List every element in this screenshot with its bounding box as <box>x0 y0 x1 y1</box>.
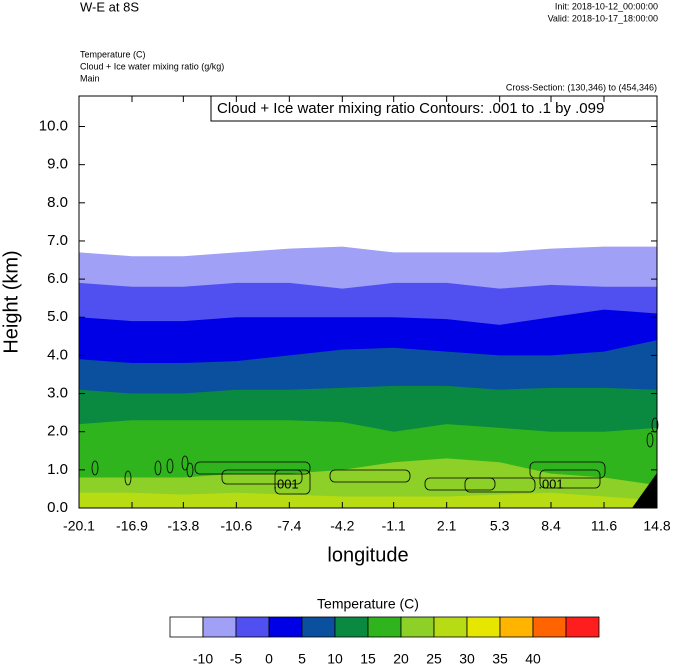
colorbar-box <box>202 616 237 638</box>
x-tick-label: -13.8 <box>167 518 199 534</box>
colorbar-box <box>268 616 303 638</box>
init-time: Init: 2018-10-12_00:00:00 <box>555 1 658 11</box>
plot-frame <box>78 95 658 509</box>
cloud-contour <box>194 461 311 475</box>
colorbar-box <box>565 616 600 638</box>
colorbar-label: -5 <box>230 651 243 667</box>
contour-label: .001 <box>538 477 563 492</box>
colorbar-label: 25 <box>426 651 442 667</box>
x-tick-label: -10.6 <box>220 518 252 534</box>
cloud-contour <box>124 470 132 486</box>
colorbar-label: 5 <box>298 651 306 667</box>
contour-info-box <box>210 95 658 122</box>
cloud-contour <box>181 455 189 471</box>
cloud-contour <box>91 460 99 476</box>
colorbar-label: 20 <box>393 651 409 667</box>
colorbar-label: -10 <box>193 651 213 667</box>
field-label: Temperature (C) <box>80 49 146 59</box>
colorbar-box <box>301 616 336 638</box>
colorbar-label: 15 <box>360 651 376 667</box>
colorbar-label: 35 <box>492 651 508 667</box>
colorbar-box <box>433 616 468 638</box>
cross-section: Cross-Section: (130,346) to (454,346) <box>506 82 657 92</box>
x-tick-label: 5.3 <box>490 518 510 534</box>
colorbar-box <box>169 616 204 638</box>
x-axis-label: longitude <box>327 544 408 566</box>
valid-time: Valid: 2018-10-17_18:00:00 <box>548 13 658 23</box>
x-tick-label: -7.4 <box>277 518 301 534</box>
y-axis-label: Height (km) <box>0 250 22 353</box>
cloud-contour <box>646 432 654 448</box>
colorbar-box <box>400 616 435 638</box>
cloud-contour <box>529 461 606 479</box>
cloud-contour <box>464 477 536 493</box>
cloud-contour <box>221 469 303 485</box>
cloud-contour <box>424 477 496 491</box>
cloud-contour <box>154 460 162 476</box>
colorbar-label: 30 <box>459 651 475 667</box>
colorbar-box <box>499 616 534 638</box>
y-tick-label: 0.0 <box>47 499 68 516</box>
x-tick-label: 11.6 <box>591 518 617 534</box>
chart-title: W-E at 8S <box>80 0 139 14</box>
x-tick-label: -4.2 <box>330 518 354 534</box>
temperature-band <box>79 492 657 508</box>
x-tick-label: -16.9 <box>116 518 148 534</box>
y-tick-label: 2.0 <box>47 423 68 440</box>
y-tick-label: 6.0 <box>47 270 68 287</box>
y-tick-label: 10.0 <box>39 117 68 134</box>
colorbar-box <box>466 616 501 638</box>
cloud-contour <box>329 469 411 483</box>
x-tick-label: -1.1 <box>382 518 406 534</box>
cloud-contour <box>166 458 174 474</box>
x-tick-label: 14.8 <box>643 518 670 534</box>
y-tick-label: 9.0 <box>47 156 68 173</box>
colorbar-label: 40 <box>525 651 541 667</box>
colorbar-label: 0 <box>265 651 273 667</box>
colorbar-box <box>235 616 270 638</box>
y-tick-label: 4.0 <box>47 346 68 363</box>
y-tick-label: 1.0 <box>47 461 68 478</box>
cloud-contour <box>539 469 601 489</box>
field-label: Main <box>80 73 100 83</box>
x-tick-label: 8.4 <box>541 518 561 534</box>
y-tick-label: 8.0 <box>47 194 68 211</box>
x-tick-label: -20.1 <box>63 518 95 534</box>
y-tick-label: 7.0 <box>47 232 68 249</box>
colorbar-title: Temperature (C) <box>317 596 419 612</box>
y-tick-label: 3.0 <box>47 385 68 402</box>
cloud-contour <box>274 469 311 495</box>
colorbar-label: 10 <box>327 651 343 667</box>
contour-info: Cloud + Ice water mixing ratio Contours:… <box>217 100 604 117</box>
y-tick-label: 5.0 <box>47 308 68 325</box>
colorbar-box <box>367 616 402 638</box>
contour-label: .001 <box>273 477 298 492</box>
terrain <box>632 473 657 508</box>
x-tick-label: 2.1 <box>437 518 457 534</box>
cloud-contour <box>186 462 194 478</box>
colorbar-box <box>334 616 369 638</box>
field-label: Cloud + Ice water mixing ratio (g/kg) <box>80 61 224 71</box>
colorbar-box <box>532 616 567 638</box>
plot-area: .001 .001 <box>79 96 659 508</box>
